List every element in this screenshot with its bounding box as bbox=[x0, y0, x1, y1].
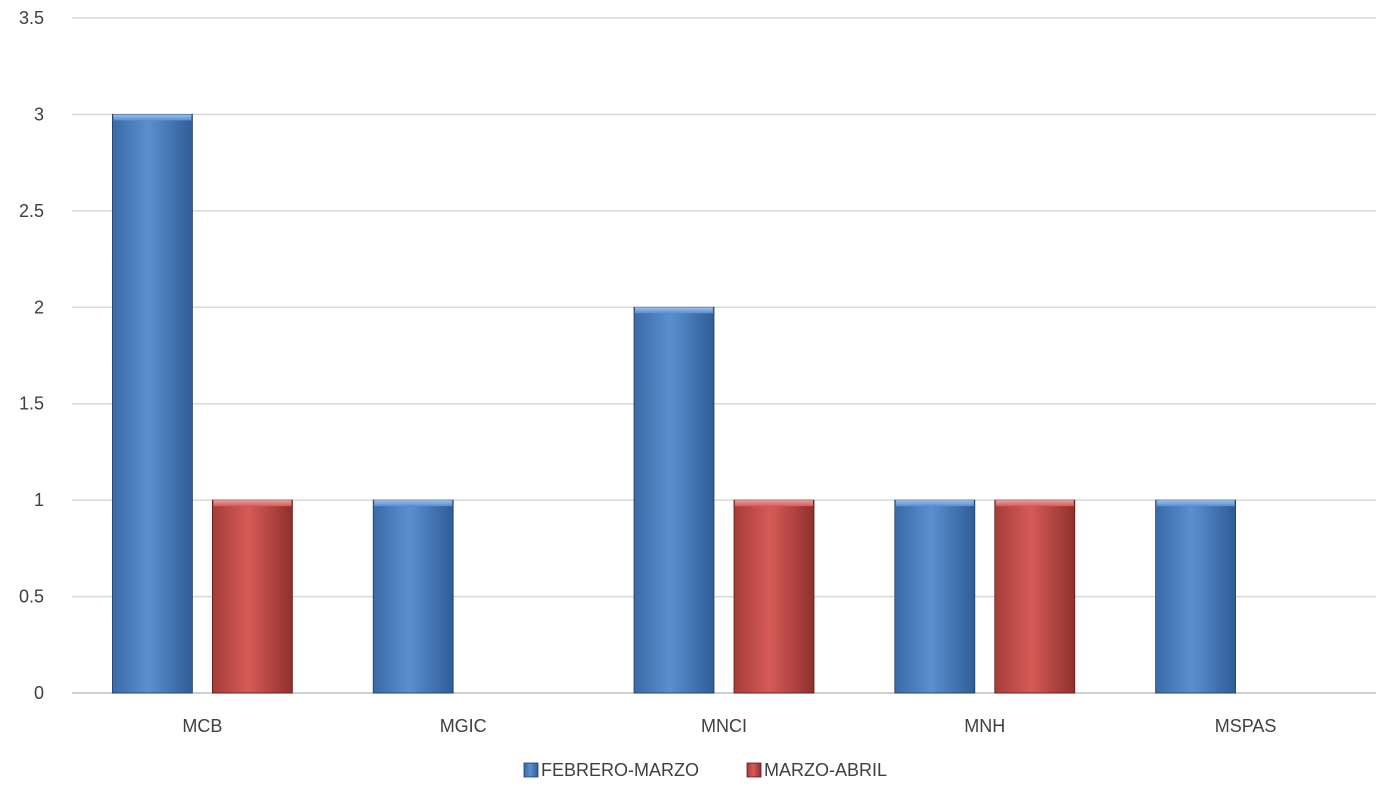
bar-body bbox=[211, 499, 293, 694]
y-tick-label: 0 bbox=[34, 683, 44, 703]
bar-bevel bbox=[213, 500, 292, 507]
legend: FEBRERO-MARZO MARZO-ABRIL bbox=[523, 760, 887, 780]
bar-febrero-marzo-mnci bbox=[633, 306, 715, 694]
bar-body bbox=[1155, 499, 1236, 694]
bar-bevel bbox=[635, 307, 713, 314]
bar-bevel bbox=[1156, 500, 1235, 507]
legend-swatch bbox=[746, 762, 762, 778]
legend-label: FEBRERO-MARZO bbox=[541, 760, 699, 780]
bar-body bbox=[894, 499, 976, 694]
y-tick-label: 1 bbox=[34, 490, 44, 510]
legend-label: MARZO-ABRIL bbox=[764, 760, 887, 780]
y-tick-label: 2.5 bbox=[19, 201, 44, 221]
bar-bevel bbox=[374, 500, 453, 507]
bar-body bbox=[633, 306, 715, 694]
bar-febrero-marzo-mnh bbox=[894, 499, 976, 694]
legend-swatch bbox=[523, 762, 539, 778]
bar-bevel bbox=[895, 500, 974, 507]
y-tick-label: 2 bbox=[34, 297, 44, 317]
y-tick-label: 3 bbox=[34, 104, 44, 124]
y-tick-label: 3.5 bbox=[19, 8, 44, 28]
y-axis-ticks: 0 0.5 1 1.5 2 2.5 3 3.5 bbox=[19, 8, 44, 703]
legend-item-febrero-marzo: FEBRERO-MARZO bbox=[523, 760, 699, 780]
x-tick-label: MGIC bbox=[440, 716, 487, 736]
bar-marzo-abril-mcb bbox=[211, 499, 293, 694]
bar-febrero-marzo-mspas bbox=[1155, 499, 1236, 694]
y-tick-label: 1.5 bbox=[19, 394, 44, 414]
bar-bevel bbox=[995, 500, 1074, 507]
bar-body bbox=[112, 114, 193, 694]
bar-marzo-abril-mnci bbox=[733, 499, 815, 694]
legend-item-marzo-abril: MARZO-ABRIL bbox=[746, 760, 887, 780]
bar-bevel bbox=[735, 500, 813, 507]
x-tick-label: MSPAS bbox=[1215, 716, 1277, 736]
x-tick-label: MCB bbox=[182, 716, 222, 736]
x-tick-label: MNCI bbox=[701, 716, 747, 736]
bars bbox=[112, 114, 1236, 694]
bar-body bbox=[372, 499, 454, 694]
bar-bevel bbox=[113, 114, 192, 121]
bar-marzo-abril-mnh bbox=[994, 499, 1076, 694]
x-tick-label: MNH bbox=[964, 716, 1005, 736]
bar-febrero-marzo-mgic bbox=[372, 499, 454, 694]
bar-body bbox=[733, 499, 815, 694]
bar-febrero-marzo-mcb bbox=[112, 114, 193, 694]
y-tick-label: 0.5 bbox=[19, 587, 44, 607]
x-axis: MCB MGIC MNCI MNH MSPAS bbox=[182, 716, 1276, 736]
bar-body bbox=[994, 499, 1076, 694]
